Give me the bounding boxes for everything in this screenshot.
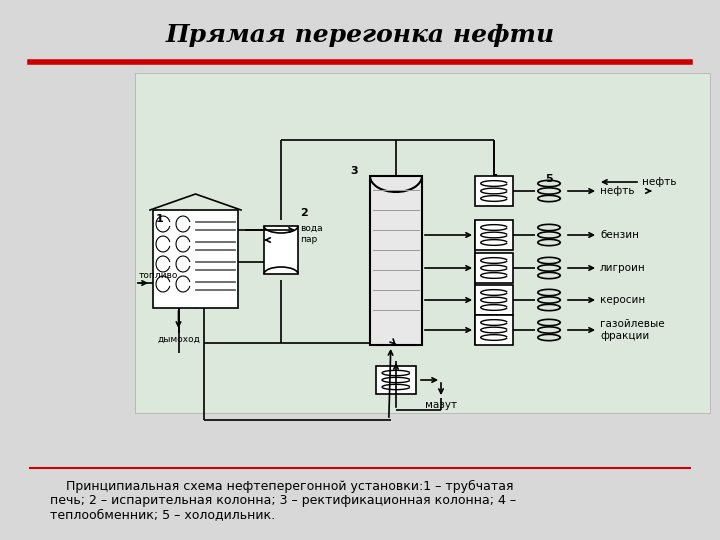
Text: пар: пар bbox=[300, 235, 318, 244]
Bar bbox=[475, 176, 513, 206]
Text: нефть: нефть bbox=[642, 177, 677, 187]
Text: мазут: мазут bbox=[425, 400, 457, 410]
Text: 1: 1 bbox=[156, 214, 163, 224]
Bar bbox=[153, 210, 238, 308]
Text: 4: 4 bbox=[490, 174, 498, 184]
Bar bbox=[475, 285, 513, 315]
Text: 5: 5 bbox=[545, 174, 553, 184]
Text: керосин: керосин bbox=[600, 295, 645, 305]
Text: бензин: бензин bbox=[600, 230, 639, 240]
Bar bbox=[475, 315, 513, 345]
Text: дымоход: дымоход bbox=[157, 335, 200, 344]
Bar bbox=[370, 176, 422, 345]
Text: теплообменник; 5 – холодильник.: теплообменник; 5 – холодильник. bbox=[50, 508, 275, 521]
Text: печь; 2 – испарительная колонна; 3 – ректификационная колонна; 4 –: печь; 2 – испарительная колонна; 3 – рек… bbox=[50, 494, 516, 507]
Text: 2: 2 bbox=[300, 208, 307, 218]
Bar bbox=[264, 226, 298, 274]
Bar bbox=[475, 220, 513, 250]
Text: лигроин: лигроин bbox=[600, 263, 646, 273]
Text: 3: 3 bbox=[351, 166, 358, 176]
Bar bbox=[135, 73, 710, 413]
Text: вода: вода bbox=[300, 224, 323, 233]
Text: газойлевые
фракции: газойлевые фракции bbox=[600, 319, 665, 341]
Text: нефть: нефть bbox=[600, 186, 634, 196]
Text: топливо: топливо bbox=[139, 271, 179, 280]
Bar bbox=[475, 253, 513, 283]
Text: Прямая перегонка нефти: Прямая перегонка нефти bbox=[166, 23, 554, 47]
Bar bbox=[376, 366, 416, 394]
Text: Принципиальная схема нефтеперегонной установки:1 – трубчатая: Принципиальная схема нефтеперегонной уст… bbox=[50, 480, 513, 493]
